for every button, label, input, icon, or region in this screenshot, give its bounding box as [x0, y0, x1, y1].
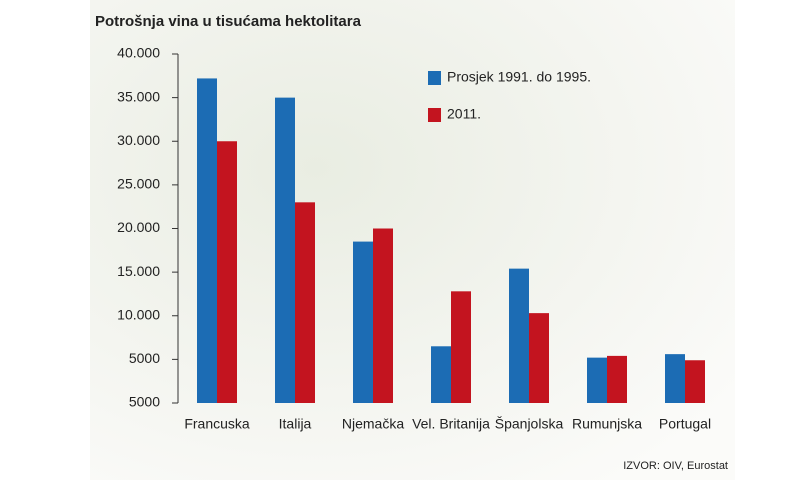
chart-title: Potrošnja vina u tisućama hektolitara: [95, 13, 362, 30]
bar: [217, 141, 237, 403]
x-tick-label: Vel. Britanija: [412, 416, 490, 432]
legend-swatch: [428, 71, 441, 85]
bar: [509, 268, 529, 403]
background: [90, 0, 735, 480]
y-tick-label: 10.000: [117, 306, 160, 322]
y-tick-label: 35.000: [117, 88, 160, 104]
source: IZVOR: OIV, Eurostat: [623, 460, 728, 472]
bar: [353, 241, 373, 403]
legend-swatch: [428, 108, 441, 122]
y-tick-label: 5000: [129, 350, 160, 366]
bar: [451, 291, 471, 403]
y-tick-label: 15.000: [117, 263, 160, 279]
bar: [197, 78, 217, 404]
y-tick-label: 30.000: [117, 132, 160, 148]
legend-label: Prosjek 1991. do 1995.: [447, 69, 591, 85]
y-tick-label: 20.000: [117, 219, 160, 235]
x-tick-label: Portugal: [659, 416, 711, 432]
x-tick-label: Rumunjska: [572, 416, 642, 432]
x-tick-label: Francuska: [184, 416, 250, 432]
bar: [295, 202, 315, 403]
y-tick-label: 40.000: [117, 45, 160, 61]
y-tick-label: 25.000: [117, 176, 160, 192]
bar: [607, 355, 627, 403]
bar: [275, 97, 295, 403]
bar: [665, 354, 685, 403]
y-tick-label: 5000: [129, 394, 160, 410]
x-tick-label: Italija: [279, 416, 312, 432]
bar: [373, 228, 393, 403]
legend-label: 2011.: [447, 106, 481, 122]
x-tick-label: Španjolska: [495, 416, 564, 432]
bar: [685, 360, 705, 403]
bar: [431, 346, 451, 403]
bar: [587, 357, 607, 403]
x-tick-label: Njemačka: [342, 416, 404, 432]
bar: [529, 313, 549, 403]
